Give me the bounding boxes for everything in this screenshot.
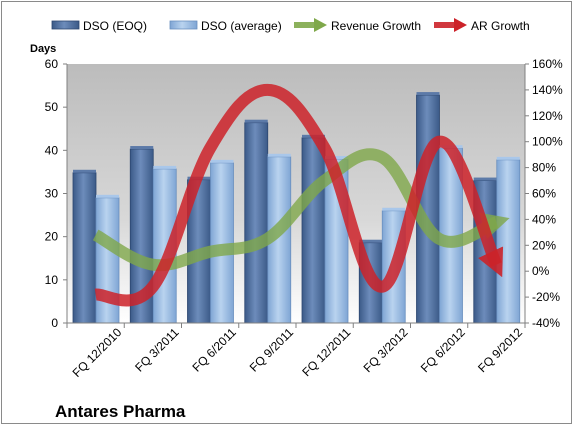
left-axis-tick-label: 60 (45, 57, 59, 71)
bar-top-dso-eoq (416, 92, 440, 96)
bar-top-dso-average (210, 159, 234, 163)
legend-label: Revenue Growth (331, 19, 421, 33)
bar-dso-eoq (244, 122, 269, 324)
x-axis-tick-label: FQ 12/2010 (70, 325, 125, 380)
bar-top-dso-average (325, 155, 348, 159)
x-axis-tick-label: FQ 6/2011 (190, 325, 240, 375)
left-axis-tick-label: 40 (45, 143, 59, 157)
right-axis-tick-label: 80% (532, 161, 556, 175)
bar-top-dso-average (382, 207, 406, 211)
bar-top-dso-eoq (359, 239, 383, 243)
bar-top-dso-eoq (130, 146, 154, 150)
legend-label: DSO (EOQ) (83, 19, 147, 33)
x-axis-tick-label: FQ 3/2011 (132, 325, 182, 375)
x-axis-tick-label: FQ 3/2012 (361, 325, 411, 375)
series-line-ar-growth (94, 83, 504, 307)
x-axis-tick-label: FQ 6/2012 (418, 325, 468, 375)
bar-dso-eoq (72, 172, 97, 324)
right-axis-tick-label: -20% (532, 290, 560, 304)
left-axis-tick-label: 20 (45, 230, 59, 244)
legend-swatch-dso-average (169, 20, 198, 30)
company-label: Antares Pharma (55, 402, 186, 421)
right-axis-tick-label: 140% (532, 83, 563, 97)
bar-top-dso-eoq (73, 169, 96, 173)
legend-label: AR Growth (471, 19, 530, 33)
x-axis-tick-label: FQ 12/2011 (299, 325, 353, 379)
right-axis-tick-label: 60% (532, 187, 556, 201)
right-axis-tick-label: -40% (532, 316, 560, 330)
right-axis-tick-label: 40% (532, 212, 556, 226)
left-axis-tick-label: 0 (51, 316, 58, 330)
bar-dso-average (210, 162, 234, 324)
left-axis-label: Days (30, 43, 56, 55)
bar-dso-eoq (301, 137, 326, 324)
left-axis-tick-label: 10 (45, 273, 59, 287)
right-axis-tick-label: 160% (532, 57, 563, 71)
left-axis-tick-label: 30 (45, 187, 59, 201)
legend: DSO (EOQ) DSO (average) Revenue Growth AR G… (51, 18, 530, 33)
bar-top-dso-average (96, 194, 119, 198)
legend-label: DSO (average) (201, 19, 282, 33)
x-axis-tick-label: FQ 9/2012 (475, 325, 525, 375)
right-axis-tick-label: 120% (532, 109, 563, 123)
legend-arrow-icon (314, 18, 327, 32)
x-axis-tick-label: FQ 9/2011 (247, 325, 297, 375)
legend-swatch-dso-eoq (51, 20, 80, 30)
right-axis-tick-label: 100% (532, 135, 563, 149)
right-axis-tick-label: 20% (532, 238, 556, 252)
lines-layer (92, 83, 510, 307)
right-axis-tick-label: 0% (532, 264, 550, 278)
bar-top-dso-average (153, 165, 177, 169)
left-axis-tick-label: 50 (45, 100, 59, 114)
bar-top-dso-eoq (244, 119, 268, 123)
bar-top-dso-average (267, 153, 291, 157)
bar-dso-average (496, 159, 521, 324)
bar-top-dso-eoq (473, 177, 497, 181)
bar-top-dso-average (496, 156, 520, 160)
legend-arrow-icon (454, 18, 467, 32)
